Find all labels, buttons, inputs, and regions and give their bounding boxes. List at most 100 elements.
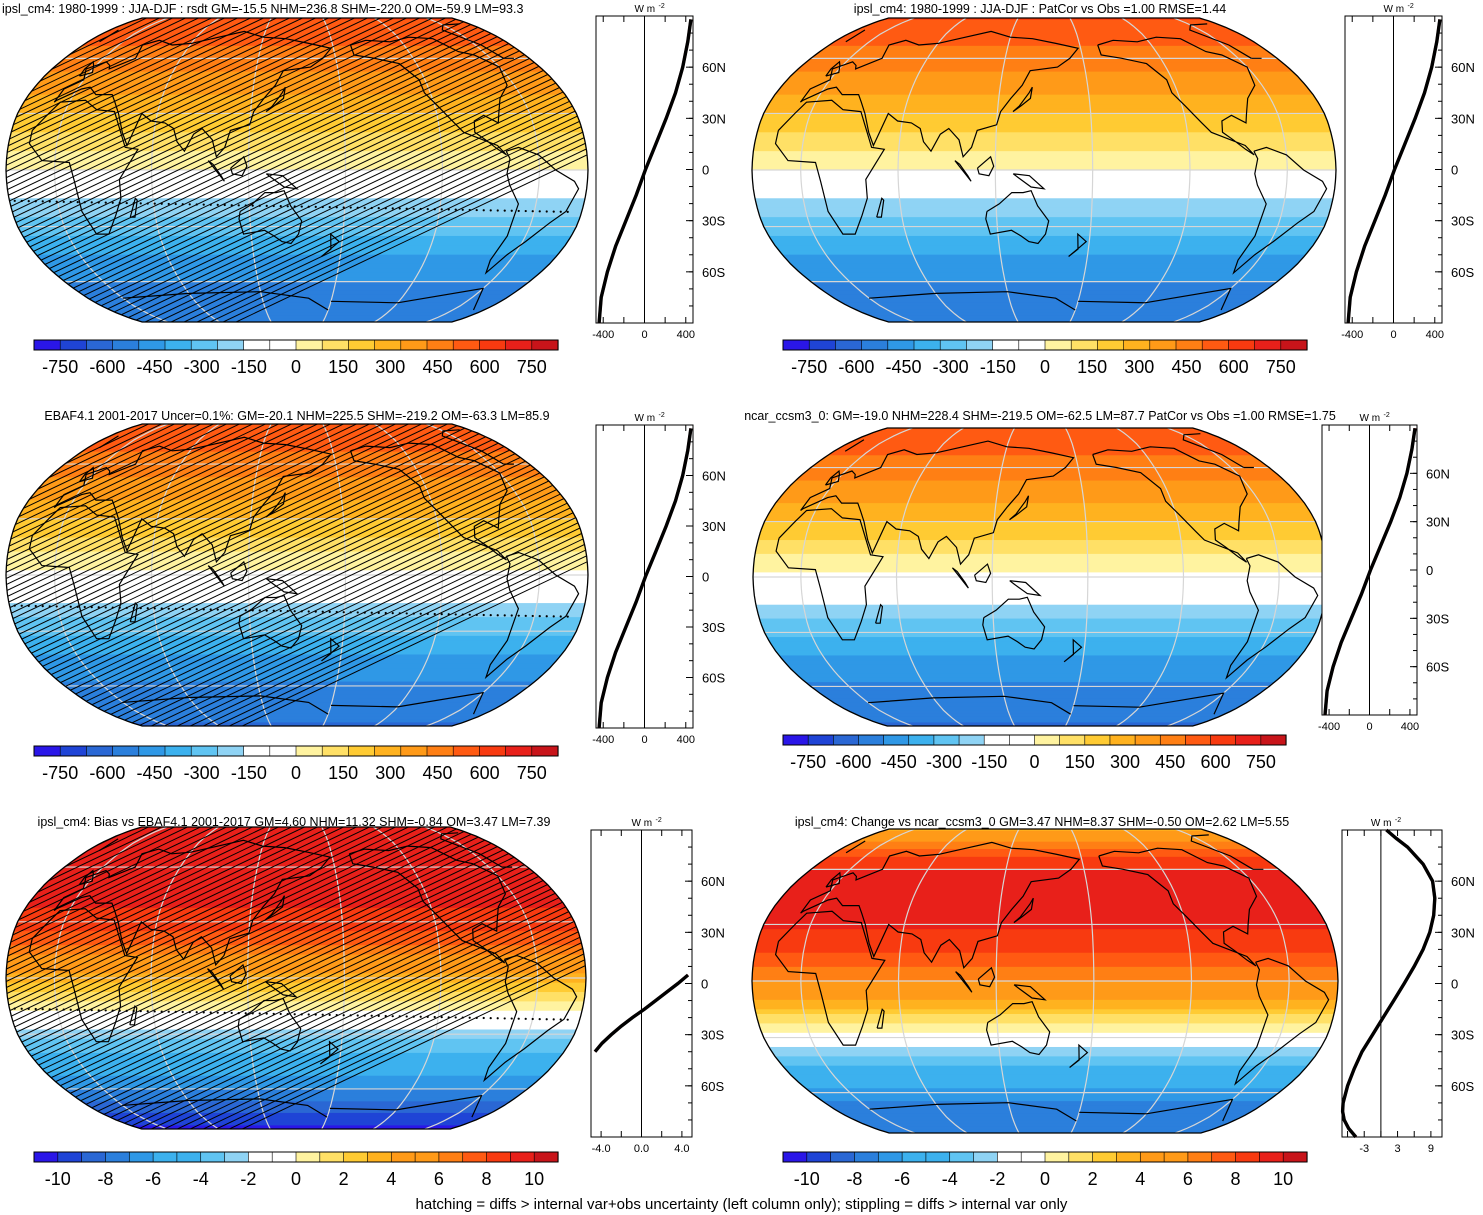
continent-outline bbox=[985, 1001, 1051, 1056]
stipple-dot bbox=[349, 1014, 352, 1017]
stipple-dot bbox=[20, 199, 23, 203]
hatch-line bbox=[6, 18, 288, 322]
field-band bbox=[752, 184, 1336, 190]
continent-outline bbox=[265, 578, 299, 595]
field-band bbox=[752, 1113, 1338, 1118]
field-band bbox=[6, 702, 588, 707]
stipple-dot bbox=[118, 1009, 121, 1012]
stipple-dot bbox=[146, 607, 149, 610]
field-band bbox=[6, 631, 588, 637]
continent-outline bbox=[1190, 834, 1254, 870]
profile-x-label: 400 bbox=[1426, 329, 1444, 341]
stipple-dot bbox=[265, 609, 268, 612]
stipple-dot bbox=[475, 613, 478, 616]
field-band bbox=[752, 193, 1336, 199]
field-band bbox=[6, 640, 588, 646]
field-band bbox=[6, 250, 588, 256]
stipple-dot bbox=[356, 1014, 359, 1017]
stipple-dot bbox=[426, 612, 429, 615]
hatch-line bbox=[6, 424, 173, 726]
field-band bbox=[6, 486, 588, 492]
stipple-dot bbox=[461, 613, 464, 616]
stipple-dot bbox=[202, 203, 205, 206]
hatch-line bbox=[6, 424, 485, 726]
field-band bbox=[6, 464, 588, 470]
field-band bbox=[752, 929, 1338, 935]
continent-outline bbox=[229, 963, 247, 985]
hatch-line bbox=[160, 18, 588, 322]
hatch-line bbox=[75, 827, 586, 1129]
colorbar-tick-label: 450 bbox=[1171, 357, 1201, 377]
continent-outline bbox=[264, 895, 285, 921]
field-band bbox=[6, 843, 586, 848]
hatch-line bbox=[166, 827, 586, 1129]
field-band bbox=[6, 1127, 586, 1129]
field-band bbox=[6, 858, 586, 864]
field-band bbox=[752, 19, 1336, 23]
map-title: ncar_ccsm3_0: GM=-19.0 NHM=228.4 SHM=-21… bbox=[744, 409, 1336, 423]
field-band bbox=[6, 207, 588, 214]
colorbar: -10 -8 -6 -4 -2 0 2 4 6 8 10 bbox=[33, 1151, 559, 1189]
colorbar-tick-label: -10 bbox=[45, 1169, 71, 1189]
field-band bbox=[752, 127, 1336, 133]
field-band bbox=[752, 281, 1336, 287]
colorbar-tick-label: -450 bbox=[137, 357, 173, 377]
colorbar-swatch bbox=[86, 745, 114, 757]
stipple-dot bbox=[48, 200, 51, 203]
hatch-line bbox=[6, 827, 368, 1129]
colorbar-swatch bbox=[1259, 1151, 1284, 1163]
stipple-dot bbox=[496, 614, 499, 617]
profile-lat-label: 30S bbox=[1451, 214, 1474, 229]
field-band bbox=[6, 231, 588, 237]
colorbar-tick-label: -6 bbox=[145, 1169, 161, 1189]
graticule-lon bbox=[994, 18, 1019, 322]
stipple-dot bbox=[398, 1015, 401, 1018]
field-band bbox=[6, 945, 586, 951]
field-band bbox=[752, 226, 1336, 232]
field-band bbox=[6, 277, 588, 283]
hatch-line bbox=[6, 827, 238, 1129]
colorbar-swatch bbox=[190, 339, 218, 351]
colorbar-swatch bbox=[59, 745, 88, 757]
profile-lat-label: 60S bbox=[702, 671, 725, 686]
colorbar-swatch bbox=[858, 734, 885, 746]
field-band bbox=[752, 869, 1338, 875]
stipple-dot bbox=[475, 1016, 478, 1019]
stipple-dot bbox=[20, 604, 23, 607]
hatch-line bbox=[199, 18, 588, 322]
field-band bbox=[752, 891, 1338, 897]
colorbar-tick-label: -750 bbox=[42, 357, 78, 377]
field-band bbox=[753, 590, 1327, 597]
field-band bbox=[6, 1097, 586, 1102]
colorbar-tick-label: 300 bbox=[1124, 357, 1154, 377]
stipple-dot bbox=[244, 1012, 247, 1015]
graticule-lon bbox=[1122, 829, 1193, 1133]
field-band bbox=[752, 1131, 1338, 1133]
field-band bbox=[6, 1043, 586, 1049]
stipple-dot bbox=[76, 605, 79, 608]
field-band bbox=[752, 924, 1338, 930]
field-band bbox=[752, 1056, 1338, 1062]
stipple-dot bbox=[377, 1014, 380, 1017]
field-band bbox=[6, 268, 588, 274]
hatch-line bbox=[88, 424, 588, 726]
field-band bbox=[752, 860, 1338, 866]
colorbar-tick-label: 300 bbox=[1110, 752, 1140, 772]
stipple-dot bbox=[314, 205, 317, 208]
colorbar-tick-label: 600 bbox=[1201, 752, 1231, 772]
hatch-line bbox=[6, 18, 327, 322]
field-band bbox=[752, 54, 1336, 59]
field-band bbox=[752, 1129, 1338, 1132]
stipple-dot bbox=[279, 205, 282, 208]
stipple-dot bbox=[321, 610, 324, 613]
colorbar-swatch bbox=[164, 745, 192, 757]
colorbar-swatch bbox=[933, 734, 960, 746]
stipple-dot bbox=[468, 613, 471, 616]
stipple-dot bbox=[566, 210, 569, 213]
hatch-line bbox=[6, 18, 392, 322]
colorbar-swatch bbox=[808, 339, 837, 351]
colorbar-swatch bbox=[908, 734, 935, 746]
field-band bbox=[752, 900, 1338, 907]
field-band bbox=[752, 302, 1336, 307]
stipple-dot bbox=[62, 200, 65, 203]
